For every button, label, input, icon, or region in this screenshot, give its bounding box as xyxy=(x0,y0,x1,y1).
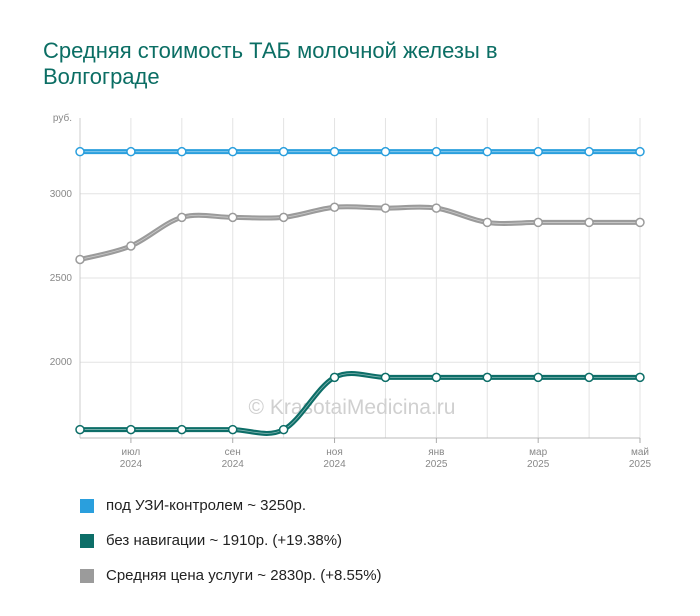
legend-swatch xyxy=(80,568,94,583)
data-points xyxy=(75,146,645,435)
data-point xyxy=(278,212,289,223)
data-point xyxy=(533,217,543,228)
legend-label: под УЗИ-контролем ~ 3250р. xyxy=(106,497,307,514)
legend-label: Средняя цена услуги ~ 2830р. (+8.55%) xyxy=(106,567,382,584)
legend-item: Средняя цена услуги ~ 2830р. (+8.55%) xyxy=(80,558,382,593)
data-point xyxy=(329,372,340,383)
data-point xyxy=(635,217,645,228)
chart-title: Средняя стоимость ТАБ молочной железы в … xyxy=(43,38,498,89)
data-point xyxy=(380,203,391,213)
data-point xyxy=(482,146,493,157)
data-point xyxy=(431,372,442,383)
data-point xyxy=(75,254,85,265)
x-tick-year-label: 2024 xyxy=(323,459,346,470)
data-point xyxy=(177,212,187,223)
data-point xyxy=(635,146,645,157)
data-point xyxy=(533,372,543,383)
x-tick-year-label: 2024 xyxy=(222,459,245,470)
x-tick-label: май xyxy=(631,447,649,458)
data-point xyxy=(329,202,340,213)
data-point xyxy=(126,146,136,157)
x-tick-label: мар xyxy=(529,447,547,458)
data-point xyxy=(635,372,645,383)
data-point xyxy=(126,424,136,435)
x-tick-label: сен xyxy=(225,447,241,458)
data-point xyxy=(177,424,187,435)
series-line-highlight xyxy=(79,206,640,260)
data-point xyxy=(584,372,594,383)
data-point xyxy=(278,424,289,435)
data-point xyxy=(482,372,493,383)
legend-item: под УЗИ-контролем ~ 3250р. xyxy=(80,488,382,523)
x-tick-year-label: 2025 xyxy=(425,459,448,470)
data-point xyxy=(75,146,85,157)
data-point xyxy=(380,372,391,383)
y-unit-label: руб. xyxy=(53,112,72,124)
data-point xyxy=(380,146,391,157)
data-point xyxy=(126,241,136,251)
data-point xyxy=(329,146,340,157)
x-tick-year-label: 2024 xyxy=(120,459,143,470)
data-point xyxy=(431,203,442,213)
data-point xyxy=(482,217,493,228)
data-point xyxy=(533,146,543,157)
data-point xyxy=(278,146,289,157)
legend-swatch xyxy=(80,498,94,513)
x-tick-year-label: 2025 xyxy=(527,459,550,470)
y-tick-label: 3000 xyxy=(50,189,73,200)
data-point xyxy=(75,424,85,435)
watermark: © KrasotaiMedicina.ru xyxy=(249,396,456,419)
data-point xyxy=(431,146,442,157)
data-point xyxy=(177,146,187,157)
x-tick-label: янв xyxy=(428,447,444,458)
data-point xyxy=(227,424,238,435)
legend-swatch xyxy=(80,533,94,548)
grid-lines xyxy=(79,118,641,438)
x-tick-year-label: 2025 xyxy=(629,459,652,470)
data-point xyxy=(227,212,238,223)
data-point xyxy=(584,146,594,157)
legend: под УЗИ-контролем ~ 3250р. без навигации… xyxy=(80,488,382,593)
axes: 200025003000руб.июл2024сен2024ноя2024янв… xyxy=(50,112,652,470)
y-tick-label: 2500 xyxy=(50,273,73,284)
data-point xyxy=(584,217,594,228)
legend-label: без навигации ~ 1910р. (+19.38%) xyxy=(106,532,343,549)
legend-item: без навигации ~ 1910р. (+19.38%) xyxy=(80,523,382,558)
data-point xyxy=(227,146,238,157)
series-line xyxy=(77,204,643,262)
y-tick-label: 2000 xyxy=(50,357,73,368)
x-tick-label: ноя xyxy=(326,447,343,458)
x-tick-label: июл xyxy=(122,447,141,458)
